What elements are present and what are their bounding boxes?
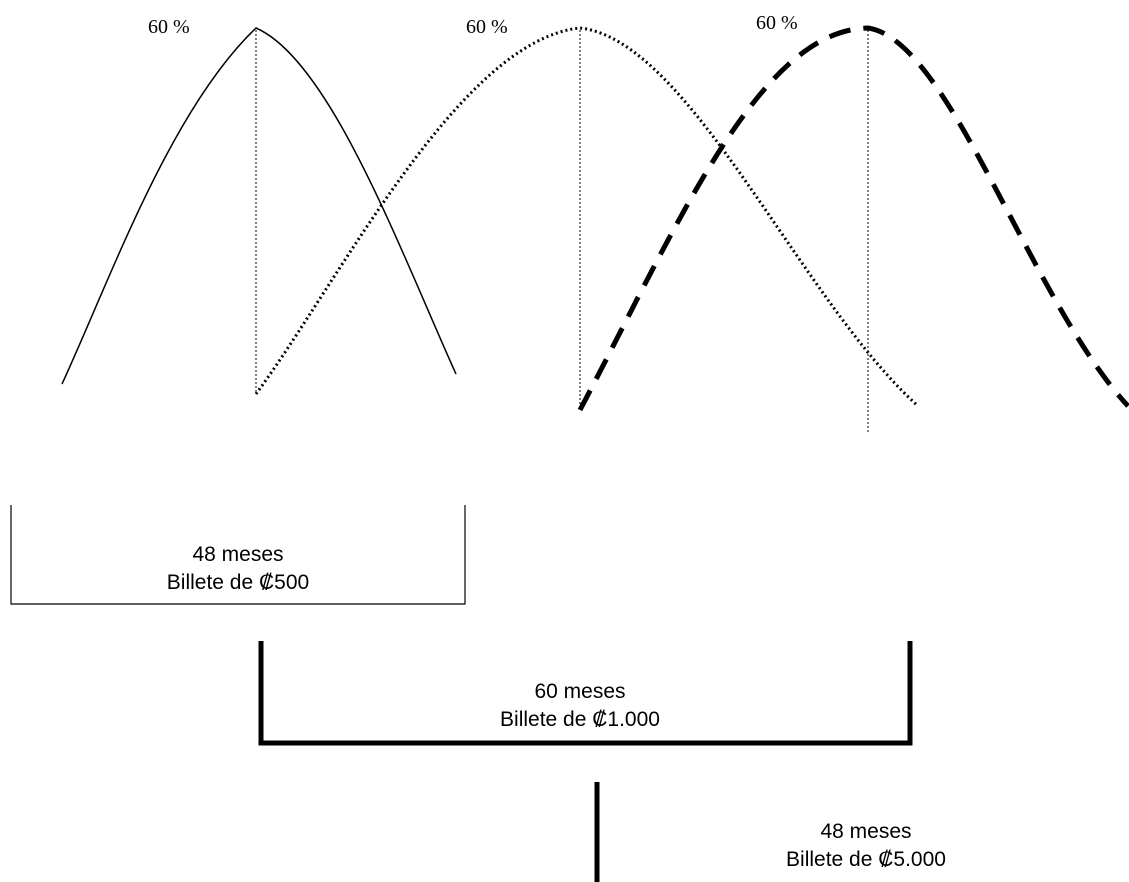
caption-billete-5000: 48 meses Billete de ₡5.000 (756, 818, 976, 874)
caption-duration-1000: 60 meses (534, 680, 626, 703)
peak-label-3: 60 % (756, 12, 798, 34)
curve-billete-1000 (254, 26, 920, 408)
caption-note-1000: Billete de ₡1.000 (500, 708, 660, 731)
caption-note-500: Billete de ₡500 (166, 571, 310, 594)
caption-note-5000: Billete de ₡5.000 (786, 848, 946, 871)
curve-billete-500 (61, 27, 457, 385)
caption-duration-500: 48 meses (192, 543, 284, 566)
caption-duration-5000: 48 meses (820, 820, 912, 843)
bracket-billete-500 (10, 505, 466, 605)
bracket-billete-1000 (258, 641, 913, 746)
peak-label-2: 60 % (466, 16, 508, 38)
curve-billete-5000 (577, 25, 1129, 412)
peak-label-1: 60 % (148, 16, 190, 38)
caption-billete-500: 48 meses Billete de ₡500 (138, 541, 338, 597)
caption-billete-1000: 60 meses Billete de ₡1.000 (470, 678, 690, 734)
